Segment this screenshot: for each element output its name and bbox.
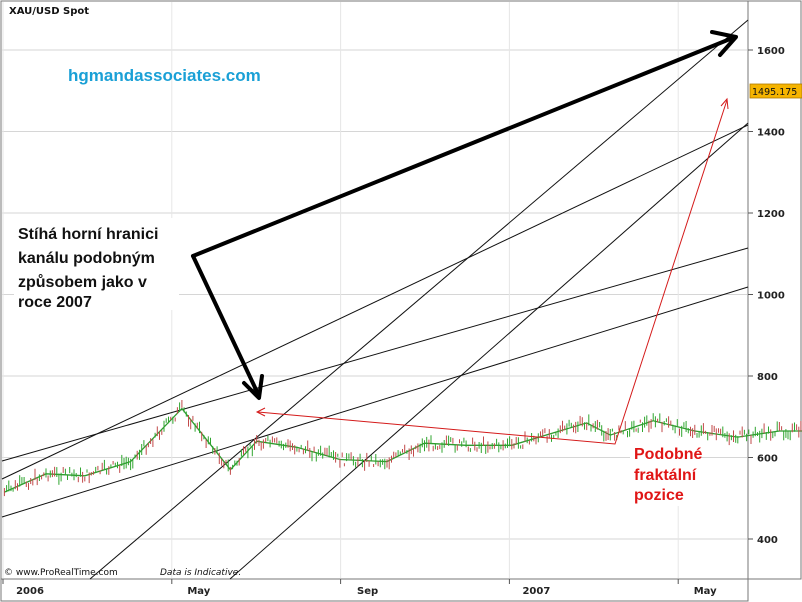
- time-axis-strip: [0, 578, 749, 602]
- steep-channel-upper-line: [89, 19, 749, 580]
- current-price-tag: 1495.175: [749, 83, 802, 99]
- note-black-line-2: kanálu podobným: [18, 250, 155, 267]
- y-tick-label: 1000: [757, 291, 785, 302]
- y-tick-label: 1200: [757, 209, 785, 220]
- note-red: Podobné fraktální pozice: [630, 438, 703, 506]
- channel-upper-line: [1, 124, 749, 480]
- note-red-line-3: pozice: [634, 487, 684, 504]
- fractal-pointer: [255, 97, 729, 445]
- y-tick-label: 1400: [757, 128, 785, 139]
- credit-text: © www.ProRealTime.com: [4, 568, 118, 578]
- x-tick-label: May: [694, 586, 717, 597]
- chart-title: XAU/USD Spot: [9, 6, 89, 17]
- fractal-pointer-line: [257, 99, 728, 445]
- x-tick-label: 2007: [522, 586, 550, 597]
- arrow-to-top-right: [191, 35, 737, 258]
- arrow-to-2007: [191, 254, 261, 398]
- long-channel-line: [1, 247, 749, 462]
- steep-channel-lower-line: [229, 122, 749, 580]
- arrowhead-top-right: [710, 30, 738, 57]
- price-series-line: [4, 407, 802, 493]
- note-black-line-3: způsobem jako v: [18, 274, 147, 291]
- y-tick-label: 1600: [757, 46, 785, 57]
- trend-lines: [1, 19, 749, 580]
- channel-lower-line: [1, 286, 749, 518]
- y-axis: 400 600 800 1000 1200 1400 1600: [748, 46, 785, 546]
- x-axis: 2006MaySep2007MaySep2008MaySep2009MaySep…: [2, 579, 717, 597]
- current-price-label: 1495.175: [752, 87, 797, 98]
- current-price-box: [749, 83, 802, 99]
- note-black-line-4: roce 2007: [18, 294, 92, 311]
- note-red-line-1: Podobné: [634, 446, 703, 463]
- x-tick-label: 2006: [16, 586, 44, 597]
- y-tick-label: 600: [757, 454, 778, 465]
- arrowhead-2007: [242, 374, 264, 400]
- note-black-line-1: Stíhá horní hranici: [18, 226, 158, 243]
- note-red-line-2: fraktální: [634, 467, 697, 484]
- black-arrows: [191, 30, 738, 400]
- note-red-bg: [630, 438, 700, 506]
- brand-watermark: hgmandassociates.com: [68, 66, 261, 85]
- price-candles: [3, 400, 802, 497]
- y-tick-label: 800: [757, 372, 778, 383]
- fractal-arrowhead-right: [720, 97, 729, 110]
- fractal-arrowhead-left: [255, 407, 266, 417]
- credit-note: Data is Indicative.: [160, 568, 241, 578]
- y-tick-label: 400: [757, 535, 778, 546]
- x-tick-label: May: [187, 586, 210, 597]
- note-black-bg: [14, 218, 179, 310]
- x-tick-label: Sep: [357, 586, 378, 597]
- note-black: Stíhá horní hranici kanálu podobným způs…: [14, 218, 179, 311]
